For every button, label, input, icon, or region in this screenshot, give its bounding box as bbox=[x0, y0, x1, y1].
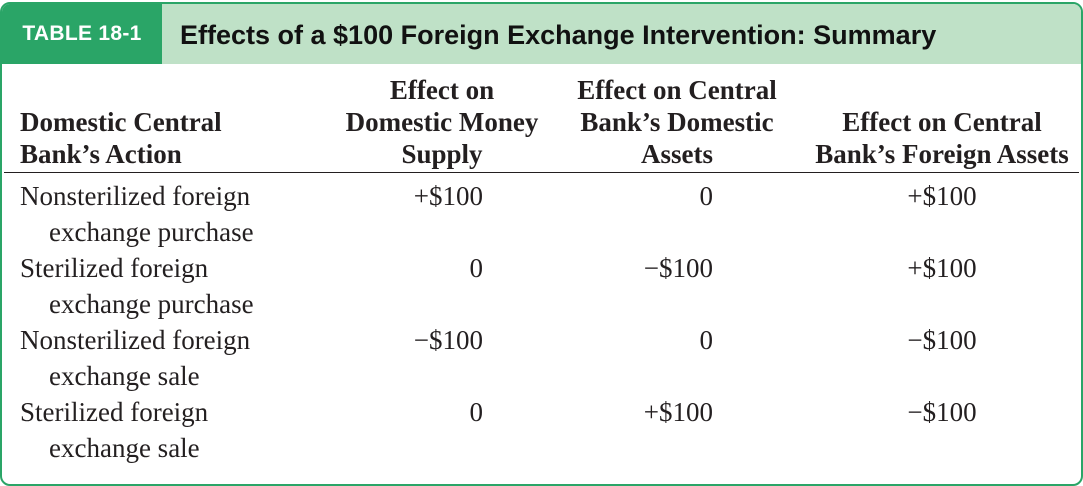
header-divider bbox=[4, 172, 1079, 173]
column-header-money-supply: Effect on Domestic Money Supply bbox=[332, 74, 552, 170]
table-row: Nonsterilized foreign exchange purchase … bbox=[2, 178, 1081, 250]
row-action: Nonsterilized foreign exchange purchase bbox=[20, 178, 254, 250]
row-domestic-assets-effect: +$100 bbox=[643, 397, 713, 427]
row-action: Sterilized foreign exchange sale bbox=[20, 394, 208, 466]
column-header-line: Bank’s Domestic bbox=[580, 107, 774, 137]
column-header-line: Domestic Money bbox=[345, 107, 539, 137]
row-domestic-assets-effect: 0 bbox=[699, 181, 714, 211]
row-action-line: exchange purchase bbox=[49, 289, 254, 319]
table-number-tag: TABLE 18-1 bbox=[2, 4, 162, 64]
row-action-line: Nonsterilized foreign bbox=[20, 325, 251, 355]
table-row: Sterilized foreign exchange sale 0 +$100… bbox=[2, 394, 1081, 466]
column-header-line: Bank’s Action bbox=[20, 139, 182, 169]
row-foreign-assets-effect: +$100 bbox=[907, 181, 977, 211]
row-money-effect: +$100 bbox=[413, 181, 483, 211]
column-header-line: Assets bbox=[641, 139, 713, 169]
row-action-line: Sterilized foreign bbox=[20, 253, 209, 283]
column-header-line: Bank’s Foreign Assets bbox=[815, 139, 1069, 169]
row-foreign-assets-effect: −$100 bbox=[907, 397, 977, 427]
row-action-line: Nonsterilized foreign bbox=[20, 181, 251, 211]
row-action: Nonsterilized foreign exchange sale bbox=[20, 322, 250, 394]
table-header-band: TABLE 18-1 Effects of a $100 Foreign Exc… bbox=[2, 4, 1081, 64]
row-domestic-assets-effect: 0 bbox=[699, 325, 714, 355]
column-header-line: Effect on bbox=[389, 75, 495, 105]
row-action-line: exchange sale bbox=[49, 361, 200, 391]
column-header-line: Domestic Central bbox=[20, 107, 222, 137]
column-header-line: Supply bbox=[401, 139, 483, 169]
row-money-effect: 0 bbox=[469, 397, 484, 427]
row-domestic-assets-effect: −$100 bbox=[643, 253, 713, 283]
row-money-effect: −$100 bbox=[413, 325, 483, 355]
column-header-domestic-assets: Effect on Central Bank’s Domestic Assets bbox=[557, 74, 797, 170]
row-action: Sterilized foreign exchange purchase bbox=[20, 250, 254, 322]
row-action-line: exchange sale bbox=[49, 433, 200, 463]
table-row: Nonsterilized foreign exchange sale −$10… bbox=[2, 322, 1081, 394]
table-row: Sterilized foreign exchange purchase 0 −… bbox=[2, 250, 1081, 322]
column-header-line: Effect on Central bbox=[577, 75, 777, 105]
row-action-line: exchange purchase bbox=[49, 217, 254, 247]
column-header-foreign-assets: Effect on Central Bank’s Foreign Assets bbox=[802, 106, 1081, 170]
column-header-action: Domestic Central Bank’s Action bbox=[20, 106, 222, 170]
table-title: Effects of a $100 Foreign Exchange Inter… bbox=[180, 20, 937, 50]
row-foreign-assets-effect: −$100 bbox=[907, 325, 977, 355]
row-foreign-assets-effect: +$100 bbox=[907, 253, 977, 283]
row-money-effect: 0 bbox=[469, 253, 484, 283]
row-action-line: Sterilized foreign bbox=[20, 397, 209, 427]
column-header-line: Effect on Central bbox=[842, 107, 1042, 137]
